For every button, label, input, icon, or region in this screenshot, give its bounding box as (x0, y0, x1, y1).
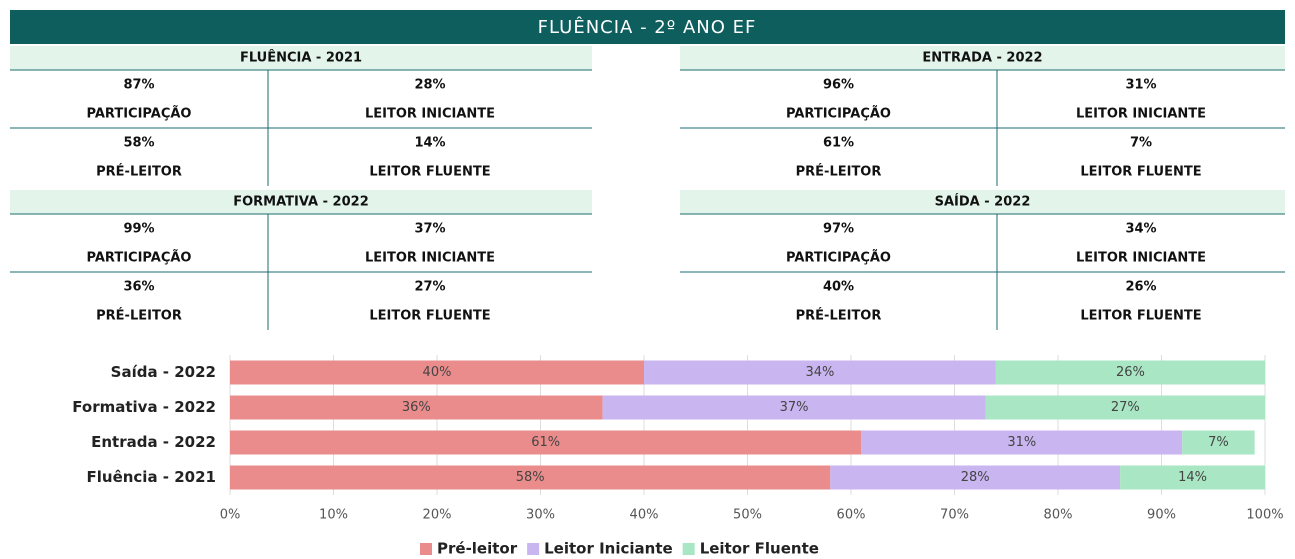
panel-header (10, 46, 592, 70)
x-tick-label: 50% (733, 508, 762, 523)
panel-header (680, 46, 1285, 70)
bar-segment (1182, 430, 1255, 455)
item-label: PARTICIPAÇÃO (87, 106, 192, 122)
item-label: PRÉ-LEITOR (796, 164, 882, 180)
legend-label: Pré-leitor (437, 540, 518, 558)
panel-title: ENTRADA - 2022 (922, 51, 1042, 66)
bar-segment (830, 465, 1121, 490)
header-title: FLUÊNCIA - 2º ANO EF (538, 16, 757, 38)
header-bar (10, 10, 1285, 44)
item-value: 31% (1125, 78, 1156, 93)
item-value: 28% (414, 78, 445, 93)
item-value: 37% (414, 222, 445, 237)
value-label: 28% (961, 470, 990, 485)
value-label: 58% (516, 470, 545, 485)
bar-segment (230, 465, 831, 490)
item-label: PARTICIPAÇÃO (87, 250, 192, 266)
item-label: LEITOR INICIANTE (1076, 107, 1206, 122)
item-value: 27% (414, 280, 445, 295)
y-tick-label: Fluência - 2021 (87, 468, 217, 486)
item-label: LEITOR FLUENTE (1080, 309, 1201, 324)
panel-title: FLUÊNCIA - 2021 (240, 50, 362, 66)
legend-swatch (682, 543, 695, 555)
item-value: 36% (123, 280, 154, 295)
legend-label: Leitor Fluente (700, 540, 819, 558)
x-tick-label: 0% (220, 508, 241, 523)
x-tick-label: 60% (837, 508, 866, 523)
item-value: 26% (1125, 280, 1156, 295)
item-value: 58% (123, 136, 154, 151)
bar-segment (602, 395, 986, 420)
item-label: PARTICIPAÇÃO (786, 106, 891, 122)
x-tick-label: 80% (1044, 508, 1073, 523)
item-label: LEITOR INICIANTE (1076, 251, 1206, 266)
value-label: 61% (531, 435, 560, 450)
panel-header (10, 190, 592, 214)
item-label: LEITOR FLUENTE (1080, 165, 1201, 180)
value-label: 7% (1208, 435, 1229, 450)
item-label: LEITOR FLUENTE (369, 165, 490, 180)
x-tick-label: 70% (940, 508, 969, 523)
x-tick-label: 20% (423, 508, 452, 523)
item-label: PRÉ-LEITOR (96, 308, 182, 324)
x-tick-label: 30% (526, 508, 555, 523)
value-label: 27% (1111, 400, 1140, 415)
value-label: 26% (1116, 365, 1145, 380)
item-value: 7% (1130, 136, 1152, 151)
bar-segment (230, 395, 603, 420)
item-label: PRÉ-LEITOR (96, 164, 182, 180)
item-value: 96% (823, 78, 854, 93)
value-label: 36% (402, 400, 431, 415)
y-tick-label: Entrada - 2022 (91, 433, 216, 451)
legend-label: Leitor Iniciante (544, 540, 673, 558)
item-label: LEITOR INICIANTE (365, 251, 495, 266)
y-tick-label: Saída - 2022 (111, 363, 216, 381)
legend-swatch (420, 543, 432, 555)
item-value: 14% (414, 136, 445, 151)
item-value: 99% (123, 222, 154, 237)
item-label: PARTICIPAÇÃO (786, 250, 891, 266)
bar-segment (230, 430, 862, 455)
item-value: 97% (823, 222, 854, 237)
value-label: 37% (780, 400, 809, 415)
y-tick-label: Formativa - 2022 (72, 398, 216, 416)
bar-segment (230, 360, 644, 385)
panel-title: FORMATIVA - 2022 (233, 195, 369, 210)
x-tick-label: 10% (319, 508, 348, 523)
item-label: PRÉ-LEITOR (796, 308, 882, 324)
bar-segment (985, 395, 1265, 420)
value-label: 14% (1178, 470, 1207, 485)
panel-title: SAÍDA - 2022 (935, 194, 1031, 210)
bar-segment (995, 360, 1265, 385)
panel-header (680, 190, 1285, 214)
value-label: 40% (423, 365, 452, 380)
x-tick-label: 100% (1246, 508, 1283, 523)
bar-segment (861, 430, 1183, 455)
bar-segment (644, 360, 996, 385)
value-label: 34% (805, 365, 834, 380)
x-tick-label: 40% (630, 508, 659, 523)
item-value: 40% (823, 280, 854, 295)
item-label: LEITOR INICIANTE (365, 107, 495, 122)
item-value: 87% (123, 78, 154, 93)
item-value: 61% (823, 136, 854, 151)
value-label: 31% (1007, 435, 1036, 450)
item-label: LEITOR FLUENTE (369, 309, 490, 324)
x-tick-label: 90% (1147, 508, 1176, 523)
legend-swatch (527, 543, 540, 555)
item-value: 34% (1125, 222, 1156, 237)
bar-segment (1120, 465, 1265, 490)
